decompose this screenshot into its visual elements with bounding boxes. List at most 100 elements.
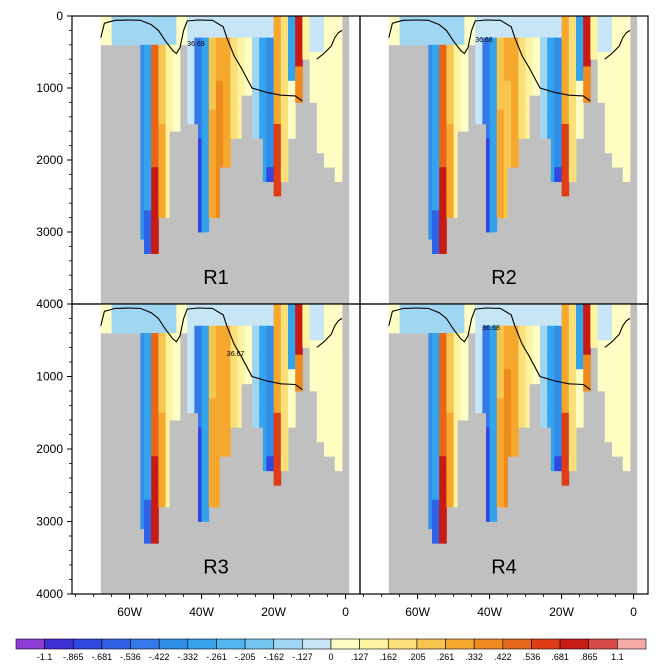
heatmap-cell (435, 160, 440, 168)
heatmap-cell (496, 311, 501, 319)
heatmap-cell (298, 37, 303, 46)
heatmap-cell (597, 44, 602, 53)
heatmap-cell (136, 23, 141, 31)
heatmap-cell (507, 131, 512, 139)
heatmap-cell (219, 145, 224, 154)
heatmap-cell (201, 478, 206, 486)
heatmap-cell (572, 95, 577, 103)
heatmap-cell (471, 16, 476, 24)
heatmap-cell (504, 23, 508, 31)
heatmap-cell (406, 37, 411, 46)
heatmap-cell (223, 59, 228, 67)
heatmap-cell (100, 325, 105, 334)
heatmap-cell (457, 73, 462, 82)
heatmap-cell (259, 412, 264, 421)
heatmap-cell (280, 383, 285, 392)
heatmap-cell (482, 347, 487, 356)
heatmap-cell (259, 30, 264, 38)
heatmap-cell (428, 325, 433, 334)
heatmap-cell (576, 318, 580, 327)
heatmap-cell (576, 405, 580, 414)
heatmap-cell (324, 311, 328, 319)
heatmap-cell (504, 376, 508, 385)
heatmap-cell (147, 188, 152, 197)
heatmap-cell (507, 318, 512, 327)
heatmap-cell (432, 514, 436, 522)
heatmap-cell (198, 181, 202, 190)
heatmap-cell (169, 95, 174, 103)
heatmap-cell (338, 340, 343, 348)
heatmap-cell (234, 405, 238, 414)
heatmap-cell (576, 347, 580, 356)
heatmap-cell (486, 478, 490, 486)
heatmap-cell (208, 152, 213, 161)
heatmap-cell (183, 16, 188, 24)
heatmap-cell (280, 340, 285, 348)
heatmap-cell (194, 30, 199, 38)
heatmap-cell (540, 66, 544, 74)
heatmap-cell (277, 434, 282, 443)
heatmap-cell (100, 37, 105, 46)
heatmap-cell (154, 80, 159, 89)
heatmap-cell (154, 145, 159, 154)
heatmap-cell (543, 37, 548, 46)
heatmap-cell (626, 441, 631, 450)
heatmap-cell (331, 441, 336, 450)
heatmap-cell (507, 145, 512, 154)
heatmap-cell (568, 456, 573, 464)
heatmap-cell (190, 95, 195, 103)
heatmap-cell (219, 73, 224, 82)
heatmap-cell (460, 311, 465, 319)
heatmap-cell (482, 66, 487, 74)
heatmap-cell (331, 66, 336, 74)
heatmap-cell (144, 160, 148, 168)
heatmap-cell (241, 369, 246, 377)
heatmap-cell (622, 333, 627, 341)
heatmap-cell (198, 398, 202, 406)
heatmap-cell (601, 347, 606, 356)
heatmap-cell (536, 59, 541, 67)
heatmap-cell (162, 434, 166, 443)
heatmap-cell (194, 80, 199, 89)
heatmap-cell (493, 196, 498, 204)
heatmap-cell (453, 470, 458, 479)
heatmap-cell (273, 347, 278, 356)
colorbar-swatch (158, 638, 189, 650)
heatmap-cell (266, 412, 271, 421)
heatmap-cell (237, 420, 242, 428)
heatmap-cell (194, 369, 199, 377)
heatmap-cell (572, 116, 577, 125)
heatmap-cell (169, 412, 174, 421)
heatmap-cell (277, 311, 282, 319)
heatmap-cell (500, 73, 505, 82)
heatmap-cell (154, 434, 159, 443)
heatmap-cell (565, 152, 570, 161)
heatmap-cell (504, 463, 508, 472)
heatmap-cell (331, 362, 336, 370)
heatmap-cell (162, 102, 166, 110)
heatmap-cell (237, 383, 242, 392)
heatmap-cell (475, 340, 480, 348)
heatmap-cell (622, 420, 627, 428)
heatmap-cell (583, 333, 588, 341)
heatmap-cell (316, 340, 321, 348)
heatmap-cell (277, 116, 282, 125)
heatmap-cell (576, 73, 580, 82)
heatmap-cell (313, 52, 318, 60)
heatmap-cell (169, 311, 174, 319)
heatmap-cell (140, 311, 145, 319)
heatmap-cell (280, 325, 285, 334)
heatmap-cell (396, 304, 400, 312)
heatmap-cell (518, 95, 523, 103)
heatmap-cell (277, 369, 282, 377)
heatmap-cell (172, 376, 177, 385)
heatmap-cell (597, 318, 602, 327)
heatmap-cell (273, 318, 278, 327)
heatmap-cell (496, 485, 501, 493)
heatmap-cell (306, 311, 310, 319)
heatmap-cell (316, 116, 321, 125)
heatmap-cell (205, 188, 210, 197)
heatmap-cell (309, 325, 314, 334)
heatmap-cell (518, 30, 523, 38)
heatmap-cell (579, 23, 584, 31)
